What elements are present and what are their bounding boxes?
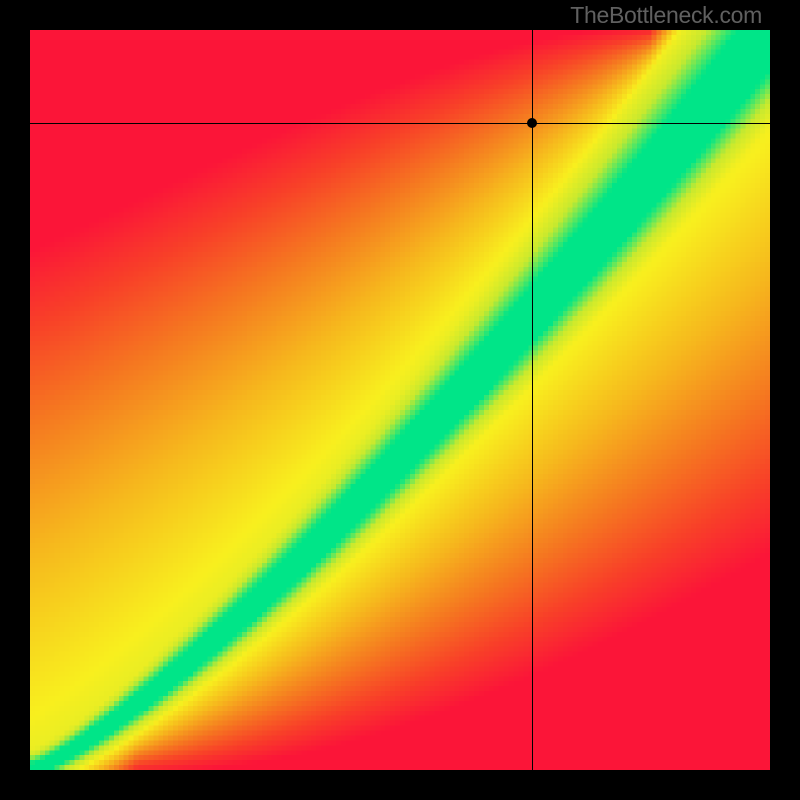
crosshair-horizontal: [30, 123, 770, 124]
data-point-marker: [527, 118, 537, 128]
watermark-text: TheBottleneck.com: [570, 2, 762, 29]
bottleneck-heatmap: [30, 30, 770, 770]
crosshair-vertical: [532, 30, 533, 770]
